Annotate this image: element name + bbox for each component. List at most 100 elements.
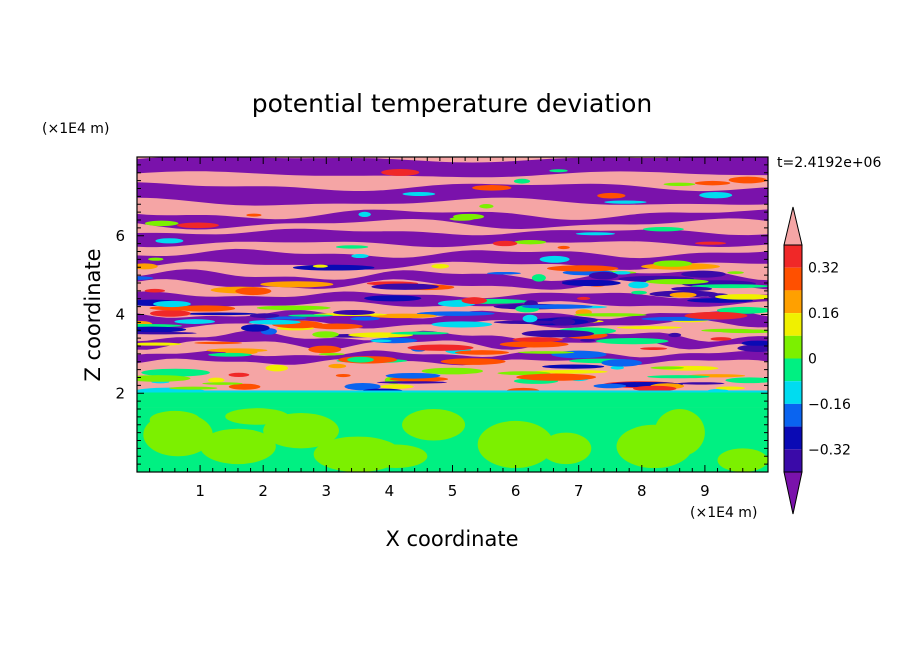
contour-streak [208, 377, 225, 383]
boundary-line [137, 390, 768, 393]
contour-streak [642, 226, 684, 232]
x-tick-label: 2 [258, 482, 268, 500]
contour-streak [737, 344, 768, 352]
x-tick-label: 8 [637, 482, 647, 500]
x-axis-label: X coordinate [385, 527, 518, 551]
lime-patch [654, 409, 705, 457]
contour-streak [246, 213, 262, 217]
lime-patch [477, 420, 554, 469]
contour-streak [371, 283, 439, 290]
contour-streak [328, 363, 347, 369]
colorbar-segment [784, 403, 802, 427]
contour-streak [440, 358, 506, 365]
contour-streak [137, 342, 182, 346]
colorbar-label: 0 [808, 352, 817, 368]
contour-streak [493, 320, 563, 325]
contour-streak [333, 309, 375, 315]
contour-band [137, 248, 768, 270]
contour-streak [557, 245, 570, 250]
chart-title: potential temperature deviation [252, 89, 652, 118]
contour-streak [137, 326, 187, 333]
colorbar-label: 0.32 [808, 261, 839, 277]
contour-streak [577, 296, 591, 300]
contour-streak [597, 192, 626, 199]
contour-streak [694, 180, 731, 186]
contour-streak [701, 328, 757, 333]
contour-streak [694, 241, 727, 245]
x-unit-label: (×1E4 m) [690, 505, 757, 521]
contour-streak [616, 326, 682, 330]
axis-ticks: 1 2 3 4 5 6 7 8 9 2 4 6 [115, 157, 769, 500]
contour-streak [381, 169, 420, 176]
contour-streak [292, 264, 375, 271]
lime-patch [540, 432, 592, 465]
contour-streak [370, 313, 437, 319]
contour-streak [549, 169, 568, 173]
contour-streak [727, 271, 744, 275]
contour-streak [479, 204, 494, 209]
colorbar-label: −0.16 [808, 397, 851, 413]
contour-streak [514, 239, 547, 245]
contour-streak [370, 339, 392, 343]
contour-streak [288, 314, 334, 317]
y-axis-label: Z coordinate [81, 248, 105, 381]
contour-streak [650, 366, 685, 370]
contour-streak [241, 324, 270, 332]
contour-streak [518, 351, 575, 354]
contour-streak [265, 364, 288, 372]
contour-streak [631, 290, 647, 295]
contour-streak [461, 297, 488, 304]
contour-streak [691, 284, 768, 289]
contour-streak [176, 222, 219, 229]
lime-patch [149, 410, 201, 429]
contour-streak [137, 263, 158, 270]
contour-streak [681, 270, 726, 278]
contour-streak [632, 385, 677, 392]
colorbar-segment [784, 313, 802, 336]
contour-streak [141, 368, 210, 377]
colorbar-label: 0.16 [808, 306, 839, 322]
contour-streak [144, 288, 166, 293]
contour-streak [182, 312, 257, 316]
contour-streak [663, 182, 696, 186]
contour-streak [513, 178, 531, 184]
contour-band [137, 309, 768, 329]
contour-band [137, 291, 768, 308]
contour-streak [364, 295, 422, 302]
contour-streak [668, 332, 682, 338]
colorbar-segment [784, 335, 802, 359]
contour-streak [347, 356, 374, 363]
contour-streak [174, 319, 215, 324]
contour-streak [486, 271, 521, 275]
contour-streak [715, 386, 746, 390]
y-unit-label: (×1E4 m) [42, 121, 109, 137]
y-tick-label: 2 [115, 384, 125, 402]
contour-streak [431, 321, 493, 328]
contour-streak [137, 375, 191, 382]
contour-streak [228, 372, 250, 377]
contour-streak [575, 232, 616, 236]
contour-streak [710, 337, 732, 341]
contour-streak [350, 316, 380, 321]
contour-band [137, 182, 768, 206]
contour-streak [308, 345, 342, 354]
contour-streak [175, 305, 236, 312]
contour-streak [312, 331, 339, 338]
contour-streak [318, 352, 345, 356]
contour-streak [455, 350, 509, 355]
lime-patch [402, 408, 466, 441]
contour-streak [684, 311, 748, 320]
contour-streak [153, 300, 191, 308]
contour-streak [202, 382, 243, 385]
contour-streak [249, 313, 280, 319]
colorbar-segment [784, 245, 802, 268]
contour-streak [416, 311, 495, 316]
y-tick-label: 6 [115, 227, 125, 245]
contour-streak [588, 271, 619, 280]
colorbar-segment [784, 449, 802, 472]
contour-streak [499, 341, 569, 348]
y-tick-label: 4 [115, 306, 125, 324]
contour-streak [613, 271, 631, 275]
contour-streak [407, 344, 474, 351]
contour-streak [610, 365, 624, 370]
